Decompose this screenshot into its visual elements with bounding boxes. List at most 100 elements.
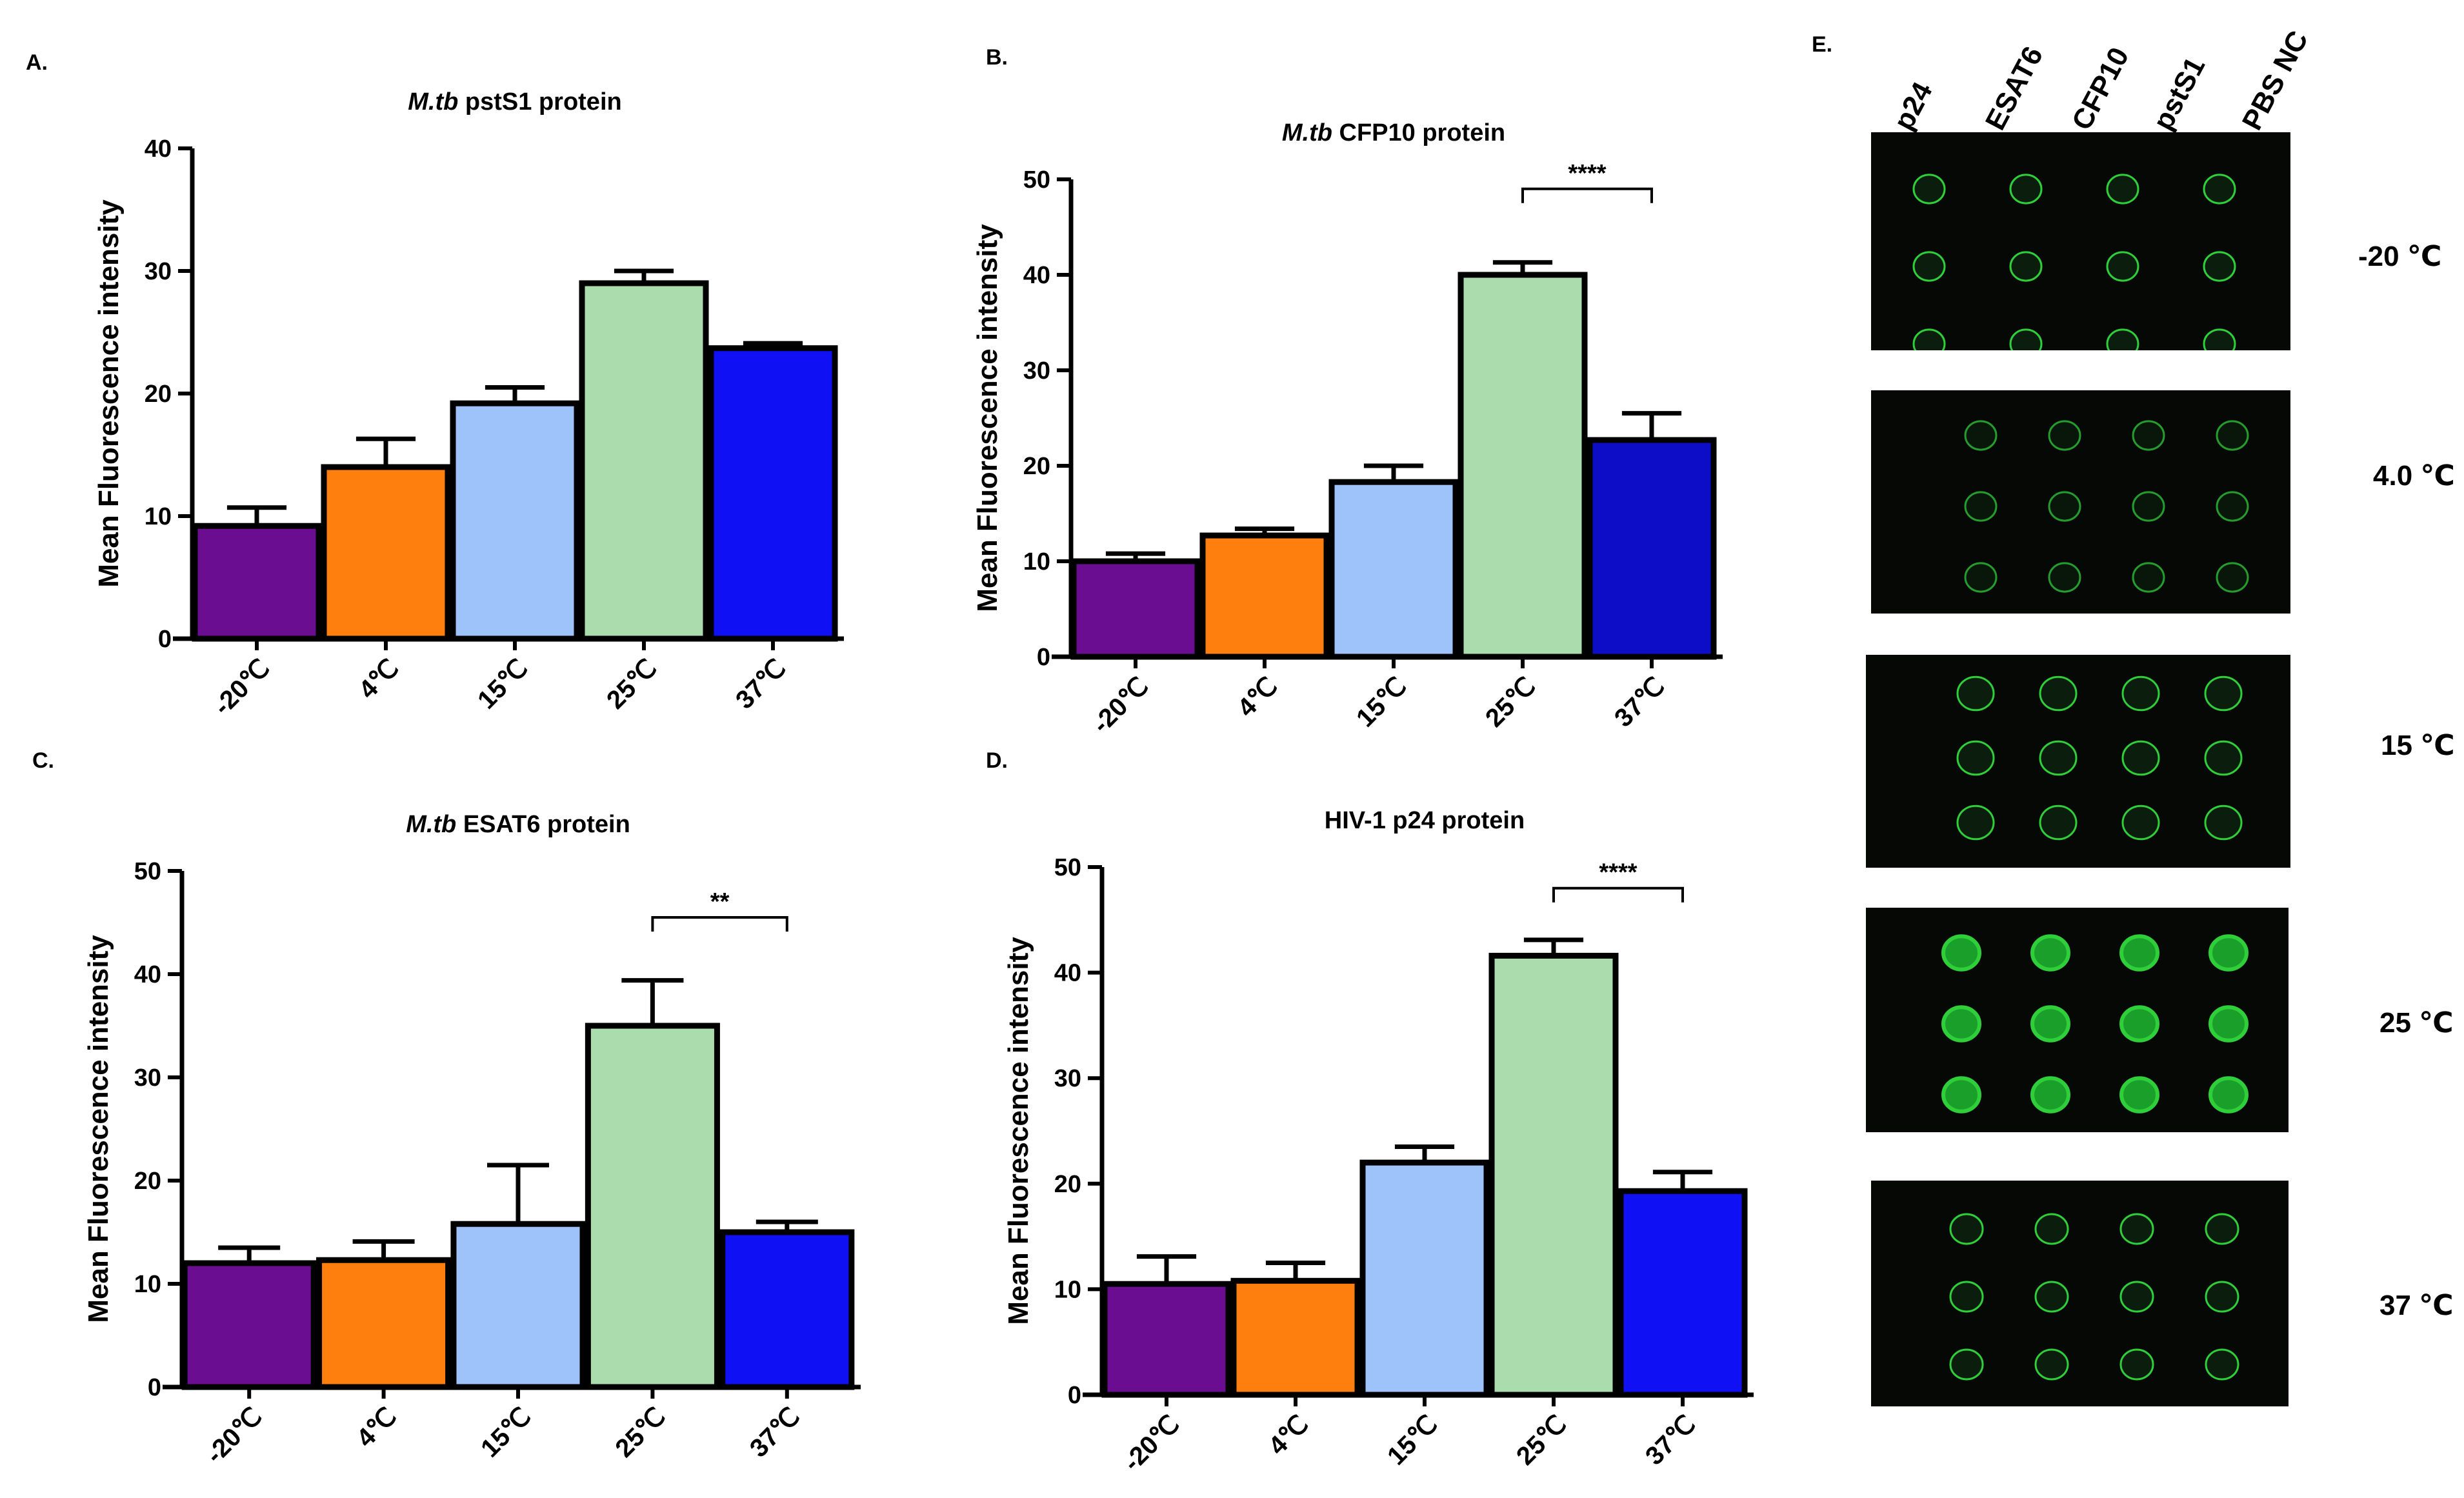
- panel-letter-a: A.: [26, 50, 48, 75]
- significance-label: ****: [1599, 859, 1637, 886]
- x-tick-label-3: 25℃: [1511, 1410, 1572, 1470]
- chart-title-italic: M.tb: [406, 811, 456, 838]
- bar-2: [1359, 1159, 1490, 1398]
- array-spot: [1956, 740, 1995, 776]
- y-tick-label-0: 0: [148, 1374, 161, 1401]
- x-tick-label-0: -20℃: [1087, 672, 1154, 739]
- array-spot: [2132, 420, 2165, 451]
- y-tick-label-5: 50: [1023, 166, 1050, 194]
- y-tick-label-2: 20: [145, 381, 172, 408]
- array-spot: [1964, 562, 1998, 593]
- bar-3: [585, 1023, 720, 1390]
- array-spot: [2119, 1281, 2154, 1313]
- temp-label-25: 25 ℃: [2379, 1007, 2454, 1039]
- x-tick-label-1: 4℃: [1232, 672, 1283, 723]
- bar-4: [708, 345, 838, 642]
- temp-label-15: 15 ℃: [2381, 730, 2455, 761]
- x-tick-label-1: 4℃: [351, 1402, 402, 1453]
- array-spot: [2203, 174, 2236, 205]
- array-image-37: [1871, 1181, 2289, 1406]
- x-tick-label-0: -20℃: [208, 654, 275, 721]
- chart-svg: M.tb CFP10 protein Mean Fluorescence inte…: [972, 119, 1723, 739]
- array-image-15: [1866, 655, 2290, 868]
- col-label-p24: p24: [1887, 77, 1939, 135]
- array-spot: [2048, 420, 2081, 451]
- x-tick-label-4: 37℃: [730, 654, 791, 714]
- chart-title: M.tb ESAT6 protein: [406, 811, 630, 838]
- col-label-cfp10: CFP10: [2065, 42, 2136, 135]
- bar-0: [1070, 558, 1201, 660]
- chart-svg: M.tb ESAT6 protein Mean Fluorescence inte…: [83, 811, 861, 1469]
- array-spot: [2121, 740, 2160, 776]
- chart-title-text: ESAT6 protein: [456, 811, 630, 838]
- array-spot: [2039, 740, 2078, 776]
- array-spot: [2106, 328, 2139, 359]
- array-spot: [2009, 328, 2043, 359]
- y-tick-label-4: 40: [1054, 960, 1081, 987]
- array-spots: [1956, 675, 2243, 841]
- y-tick-label-0: 0: [1037, 644, 1050, 671]
- x-tick-label-3: 25℃: [601, 654, 662, 714]
- array-spot: [2203, 328, 2236, 359]
- y-tick-label-4: 40: [145, 135, 172, 163]
- array-spot: [2030, 1076, 2070, 1114]
- array-spot: [1941, 1076, 1981, 1114]
- array-spots: [1941, 934, 2249, 1114]
- y-tick-label-5: 50: [1054, 854, 1081, 881]
- panel-letter-b: B.: [986, 45, 1008, 70]
- significance-bracket: [1521, 187, 1653, 203]
- array-image-4: [1871, 390, 2333, 614]
- bar-0: [192, 523, 322, 642]
- array-spot: [2119, 1076, 2159, 1114]
- array-spot: [2121, 675, 2160, 712]
- chart-svg: M.tb pstS1 protein Mean Fluorescence inte…: [93, 88, 844, 721]
- array-spot: [2034, 1281, 2069, 1313]
- array-spot: [2203, 251, 2236, 282]
- chart-d: HIV-1 p24 protein Mean Fluorescence inten…: [955, 790, 1761, 1477]
- y-tick-label-5: 50: [134, 858, 161, 885]
- array-spot: [1956, 675, 1995, 712]
- y-tick-label-3: 30: [145, 258, 172, 285]
- array-spot: [2119, 1005, 2159, 1043]
- y-axis-label: Mean Fluorescence intensity: [83, 935, 114, 1323]
- bar-3: [1488, 952, 1619, 1398]
- array-spots: [1964, 420, 2333, 593]
- y-axis-label: Mean Fluorescence intensity: [1003, 937, 1034, 1325]
- array-spot: [1912, 328, 1946, 359]
- y-tick-label-0: 0: [158, 626, 172, 653]
- array-spot: [2034, 1348, 2069, 1381]
- chart-a: M.tb pstS1 protein Mean Fluorescence inte…: [0, 77, 903, 723]
- y-tick-label-3: 30: [1023, 357, 1050, 384]
- array-spot: [2009, 251, 2043, 282]
- chart-c: M.tb ESAT6 protein Mean Fluorescence inte…: [0, 797, 903, 1469]
- array-spots: [1912, 174, 2236, 359]
- array-spot: [2209, 934, 2249, 972]
- significance-label: **: [710, 888, 730, 915]
- array-spot: [1912, 251, 1946, 282]
- bar-3: [579, 280, 709, 642]
- array-spot: [2132, 491, 2165, 522]
- array-spot: [2216, 491, 2249, 522]
- y-axis-label: Mean Fluorescence intensity: [93, 199, 125, 588]
- array-spot: [2106, 174, 2139, 205]
- panel-letter-e: E.: [1812, 32, 1833, 57]
- array-spot: [1956, 804, 1995, 841]
- array-spot: [2121, 804, 2160, 841]
- array-image-minus20: [1871, 132, 2290, 359]
- x-tick-label-0: -20℃: [201, 1402, 268, 1469]
- y-tick-label-2: 20: [134, 1168, 161, 1195]
- bar-1: [316, 1257, 452, 1390]
- bar-0: [181, 1260, 317, 1390]
- significance-bracket: [651, 916, 788, 932]
- array-spot: [2030, 934, 2070, 972]
- bar-4: [1618, 1188, 1748, 1398]
- col-label-esat6: ESAT6: [1979, 41, 2050, 135]
- array-spot: [1964, 420, 1998, 451]
- y-tick-label-4: 40: [1023, 262, 1050, 289]
- chart-title-text: CFP10 protein: [1332, 119, 1505, 146]
- significance-label: ****: [1568, 160, 1606, 187]
- bar-2: [450, 400, 580, 642]
- array-spot: [1964, 491, 1998, 522]
- y-tick-label-1: 10: [145, 503, 172, 530]
- array-spot: [2216, 420, 2249, 451]
